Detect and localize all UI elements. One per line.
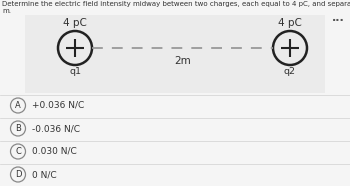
Text: Determine the electric field intensity midway between two charges, each equal to: Determine the electric field intensity m… — [2, 1, 350, 7]
Text: -0.036 N/C: -0.036 N/C — [32, 124, 80, 133]
Text: D: D — [15, 170, 21, 179]
Text: 0 N/C: 0 N/C — [32, 170, 57, 179]
Text: m.: m. — [2, 8, 11, 14]
Bar — [0, 164, 350, 185]
Text: 0.030 N/C: 0.030 N/C — [32, 147, 77, 156]
Text: +0.036 N/C: +0.036 N/C — [32, 101, 84, 110]
Text: B: B — [15, 124, 21, 133]
Bar — [0, 118, 350, 139]
Text: q2: q2 — [284, 67, 296, 76]
Text: q1: q1 — [69, 67, 81, 76]
Text: ...: ... — [332, 13, 344, 23]
Text: 2m: 2m — [174, 56, 191, 66]
Text: C: C — [15, 147, 21, 156]
Text: 4 pC: 4 pC — [278, 18, 302, 28]
Text: 4 pC: 4 pC — [63, 18, 87, 28]
Bar — [0, 95, 350, 116]
Text: A: A — [15, 101, 21, 110]
Bar — [25, 15, 325, 93]
Bar — [0, 141, 350, 162]
